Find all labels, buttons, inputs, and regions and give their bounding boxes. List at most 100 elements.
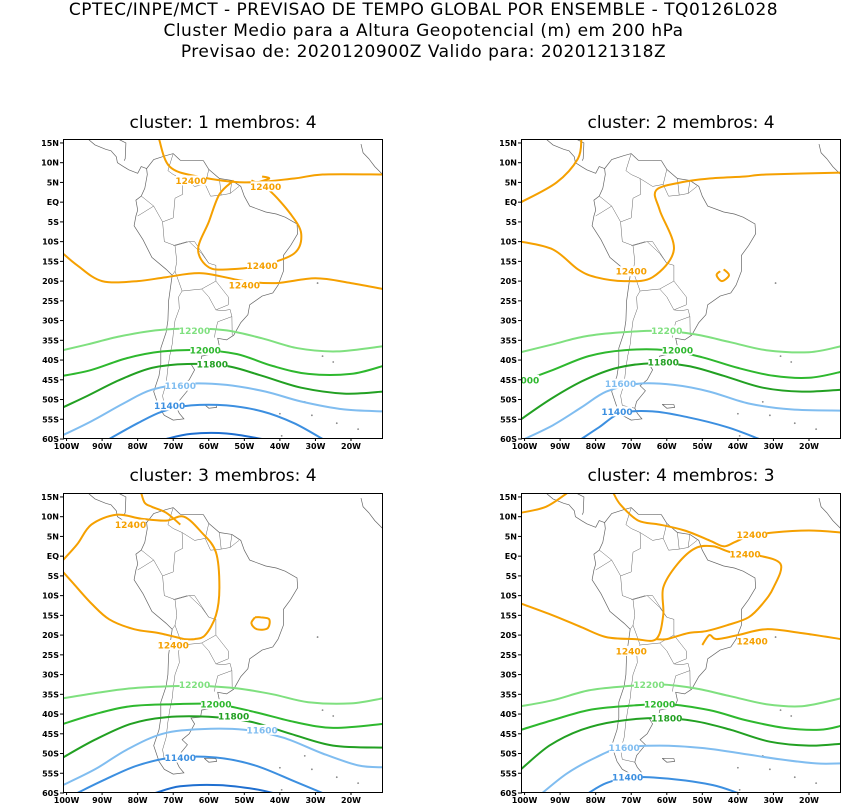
lat-tick-label: 25S xyxy=(500,651,517,660)
country-border xyxy=(173,596,187,600)
island xyxy=(794,776,796,778)
panel-title-2: cluster: 2 membros: 4 xyxy=(521,113,841,133)
lat-tick-label: 25S xyxy=(42,651,59,660)
contour-11800 xyxy=(521,363,841,419)
header-title-line2: Cluster Medio para a Altura Geopotencial… xyxy=(0,21,847,41)
lon-tick-label: 30W xyxy=(305,442,325,451)
lon-tick-label: 20W xyxy=(341,442,361,451)
country-border xyxy=(679,534,690,549)
lat-tick-label: 50S xyxy=(500,396,517,405)
country-border xyxy=(596,206,612,216)
lon-tick-label: 60W xyxy=(657,796,677,805)
lon-tick-label: 80W xyxy=(128,796,148,805)
panel-title-4: cluster: 4 membros: 3 xyxy=(521,466,841,486)
island xyxy=(322,355,324,357)
country-border xyxy=(633,596,674,645)
country-border xyxy=(175,242,216,291)
contour-12200 xyxy=(63,329,383,352)
country-border xyxy=(230,186,239,193)
lon-tick-label: 60W xyxy=(657,442,677,451)
lon-tick-label: 30W xyxy=(763,796,783,805)
lon-tick-label: 50W xyxy=(692,796,712,805)
island xyxy=(322,709,324,711)
lon-tick-label: 40W xyxy=(270,796,290,805)
lat-tick-label: 25S xyxy=(42,297,59,306)
contour-11600 xyxy=(542,746,841,793)
lat-tick-label: 15S xyxy=(42,257,59,266)
country-border xyxy=(631,242,645,246)
country-border xyxy=(599,196,612,206)
lon-tick-label: 80W xyxy=(586,442,606,451)
lat-tick-label: 30S xyxy=(500,317,517,326)
island xyxy=(336,776,338,778)
panel-title-3: cluster: 3 membros: 4 xyxy=(63,466,383,486)
lat-tick-label: 10N xyxy=(499,159,517,168)
lat-tick-label: 10N xyxy=(499,513,517,522)
lat-tick-label: 5N xyxy=(47,532,59,541)
contour-12400 xyxy=(717,269,729,281)
lat-tick-label: 20S xyxy=(42,277,59,286)
island xyxy=(794,422,796,424)
island xyxy=(281,435,283,437)
contour-label: 12200 xyxy=(179,327,210,337)
island xyxy=(357,428,359,430)
lat-tick-label: 35S xyxy=(500,690,517,699)
header-title-line1: CPTEC/INPE/MCT - PREVISAO DE TEMPO GLOBA… xyxy=(0,0,847,20)
contour-12400 xyxy=(702,629,841,645)
island xyxy=(281,789,283,791)
country-border xyxy=(612,154,641,222)
country-border xyxy=(163,222,177,275)
country-border xyxy=(141,196,154,206)
lat-tick-label: EQ xyxy=(505,552,517,561)
country-border xyxy=(596,560,612,570)
map-frame xyxy=(522,140,841,439)
lat-tick-label: 5S xyxy=(48,572,60,581)
y-axis: 15N10N5NEQ5S10S15S20S25S30S35S40S45S50S5… xyxy=(481,129,551,449)
country-border xyxy=(663,179,679,197)
country-border xyxy=(202,635,229,664)
lon-tick-label: 70W xyxy=(621,796,641,805)
contour-label: 12000 xyxy=(190,347,221,357)
contour-12400 xyxy=(613,493,841,546)
island xyxy=(279,767,281,769)
lon-tick-label: 90W xyxy=(550,442,570,451)
island xyxy=(790,715,792,717)
lat-tick-label: 55S xyxy=(42,415,59,424)
map-svg: 1240012400124001240012200120001180011600… xyxy=(521,493,841,793)
lat-tick-label: 15S xyxy=(42,611,59,620)
lat-tick-label: 10S xyxy=(500,238,517,247)
lon-tick-label: 60W xyxy=(199,796,219,805)
lat-tick-label: 20S xyxy=(42,631,59,640)
island xyxy=(775,636,777,638)
island xyxy=(780,709,782,711)
lon-tick-label: 50W xyxy=(234,796,254,805)
country-border xyxy=(189,596,209,618)
lat-tick-label: 15N xyxy=(499,493,517,502)
lon-tick-label: 50W xyxy=(234,442,254,451)
y-axis: 15N10N5NEQ5S10S15S20S25S30S35S40S45S50S5… xyxy=(23,129,93,449)
lon-tick-label: 100W xyxy=(512,796,538,805)
island xyxy=(780,355,782,357)
contour-label: 12200 xyxy=(651,327,682,337)
lon-tick-label: 20W xyxy=(799,442,819,451)
island xyxy=(775,282,777,284)
map-frame xyxy=(64,494,383,793)
contour-label: 12400 xyxy=(616,268,647,278)
lon-tick-label: 80W xyxy=(586,796,606,805)
contour-label: 11400 xyxy=(165,754,196,764)
lat-tick-label: 25S xyxy=(500,297,517,306)
contour-label: 11400 xyxy=(154,402,185,412)
lat-tick-label: 40S xyxy=(500,356,517,365)
contour-label: 11800 xyxy=(648,359,679,369)
lat-tick-label: 45S xyxy=(500,730,517,739)
falkland-islands xyxy=(662,758,674,762)
lat-tick-label: 15N xyxy=(41,139,59,148)
island xyxy=(304,755,306,757)
island xyxy=(279,413,281,415)
lon-tick-label: 30W xyxy=(305,796,325,805)
